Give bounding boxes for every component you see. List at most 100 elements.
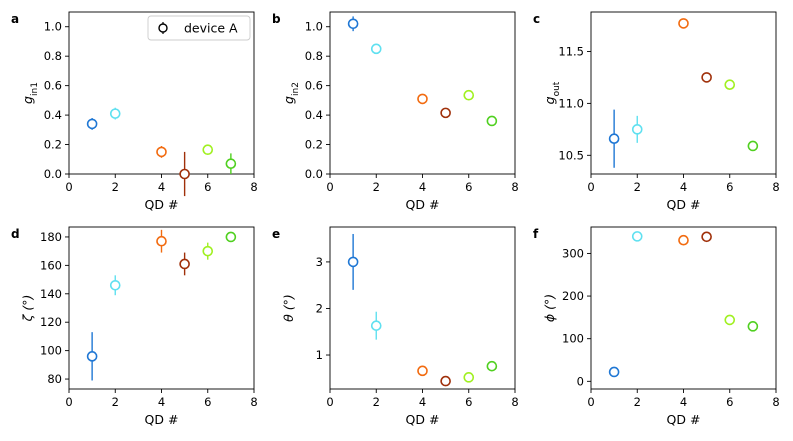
x-tick-label: 8 <box>772 180 779 194</box>
x-tick-label: 2 <box>373 180 380 194</box>
panel-letter: c <box>533 12 540 26</box>
point-marker <box>631 231 643 242</box>
point-marker <box>225 231 237 243</box>
point-marker <box>440 107 451 119</box>
data-point <box>347 233 359 290</box>
y-tick-label: 0.8 <box>305 49 323 63</box>
data-point <box>678 234 689 246</box>
data-point <box>486 360 498 372</box>
y-axis-label-main: θ (°) <box>281 294 296 322</box>
data-point <box>747 140 759 152</box>
point-marker <box>156 146 167 158</box>
x-tick-label: 6 <box>204 180 211 194</box>
data-point <box>347 16 359 32</box>
legend-marker <box>158 23 168 33</box>
x-axis-label: QD # <box>406 197 440 212</box>
x-tick-label: 0 <box>587 180 594 194</box>
x-axis-label: QD # <box>667 197 701 212</box>
data-point <box>179 151 190 197</box>
data-point <box>86 118 98 130</box>
x-tick-label: 6 <box>726 180 733 194</box>
x-tick-label: 4 <box>158 180 165 194</box>
y-tick-label: 0 <box>577 374 584 388</box>
x-tick-label: 4 <box>680 395 687 409</box>
y-tick-label: 2 <box>316 301 323 315</box>
panel-d: 0 2 4 6 8 80 100 120 140 160 180 QD # ζ (°) d <box>11 226 258 427</box>
y-axis-label-sub: in1 <box>30 82 40 96</box>
data-point <box>724 314 736 326</box>
x-tick-label: 6 <box>465 395 472 409</box>
x-tick-label: 4 <box>419 180 426 194</box>
point-marker <box>156 235 167 247</box>
panel-b: 0 2 4 6 8 0.0 0.2 0.4 0.6 0.8 1.0 QD # gin2 b <box>272 11 519 212</box>
data-point <box>225 231 237 243</box>
point-marker <box>608 366 620 378</box>
axes-frame <box>329 11 516 175</box>
point-marker <box>701 72 712 83</box>
x-tick-label: 4 <box>680 180 687 194</box>
data-point <box>417 93 428 105</box>
data-point <box>631 115 643 143</box>
point-marker <box>701 231 712 243</box>
x-tick-label: 2 <box>112 395 119 409</box>
y-axis-label-main: g <box>20 96 35 104</box>
axes-frame <box>590 226 777 390</box>
data-point <box>370 311 382 340</box>
x-tick-label: 8 <box>772 395 779 409</box>
x-tick-label: 2 <box>112 180 119 194</box>
y-tick-label: 200 <box>562 289 584 303</box>
x-tick-label: 6 <box>726 395 733 409</box>
point-marker <box>678 234 689 246</box>
data-point <box>202 242 214 260</box>
y-tick-label: 100 <box>562 332 584 346</box>
y-axis-label-main: g <box>281 96 296 104</box>
x-tick-label: 0 <box>587 395 594 409</box>
x-tick-label: 2 <box>634 180 641 194</box>
data-point <box>608 109 620 168</box>
y-tick-label: 0.6 <box>305 79 323 93</box>
x-tick-label: 4 <box>158 395 165 409</box>
y-tick-label: 11.0 <box>558 96 584 110</box>
y-axis-label: ζ (°) <box>20 295 35 323</box>
x-tick-label: 0 <box>326 180 333 194</box>
y-tick-label: 100 <box>40 344 62 358</box>
panel-letter: f <box>533 227 539 241</box>
point-marker <box>86 118 98 130</box>
data-point <box>724 79 736 90</box>
point-marker <box>747 321 759 332</box>
data-point <box>225 153 237 174</box>
data-point <box>440 107 451 119</box>
point-marker <box>678 18 689 29</box>
y-axis-label-main: g <box>542 96 557 104</box>
x-tick-label: 6 <box>204 395 211 409</box>
x-tick-label: 6 <box>465 180 472 194</box>
y-tick-label: 80 <box>47 372 62 386</box>
y-tick-label: 120 <box>40 315 62 329</box>
panel-letter: a <box>11 12 19 26</box>
x-tick-label: 8 <box>511 180 518 194</box>
point-marker <box>347 256 359 268</box>
x-axis-label: QD # <box>145 412 179 427</box>
panel-e: 0 2 4 6 8 1 2 3 QD # θ (°) e <box>272 226 519 427</box>
data-point <box>463 89 475 101</box>
data-point <box>463 372 475 383</box>
point-marker <box>486 115 498 127</box>
y-tick-label: 0.0 <box>305 167 323 181</box>
y-axis-label: gout <box>542 81 562 104</box>
data-point <box>631 231 643 242</box>
point-marker <box>179 258 190 270</box>
x-tick-label: 8 <box>250 180 257 194</box>
axes-frame <box>590 11 777 175</box>
legend-box <box>147 15 251 41</box>
data-point <box>109 275 121 296</box>
data-point <box>109 107 121 120</box>
y-axis-label: gin2 <box>281 82 301 104</box>
y-tick-label: 180 <box>40 230 62 244</box>
x-tick-label: 0 <box>65 180 72 194</box>
y-tick-label: 300 <box>562 246 584 260</box>
x-tick-label: 0 <box>65 395 72 409</box>
y-axis-label: θ (°) <box>281 294 296 322</box>
y-axis-label-main: ζ (°) <box>20 295 35 323</box>
data-point <box>486 115 498 127</box>
panel-a: 0 2 4 6 8 0.0 0.2 0.4 0.6 0.8 1.0 QD # gin1 a device A <box>11 11 258 212</box>
